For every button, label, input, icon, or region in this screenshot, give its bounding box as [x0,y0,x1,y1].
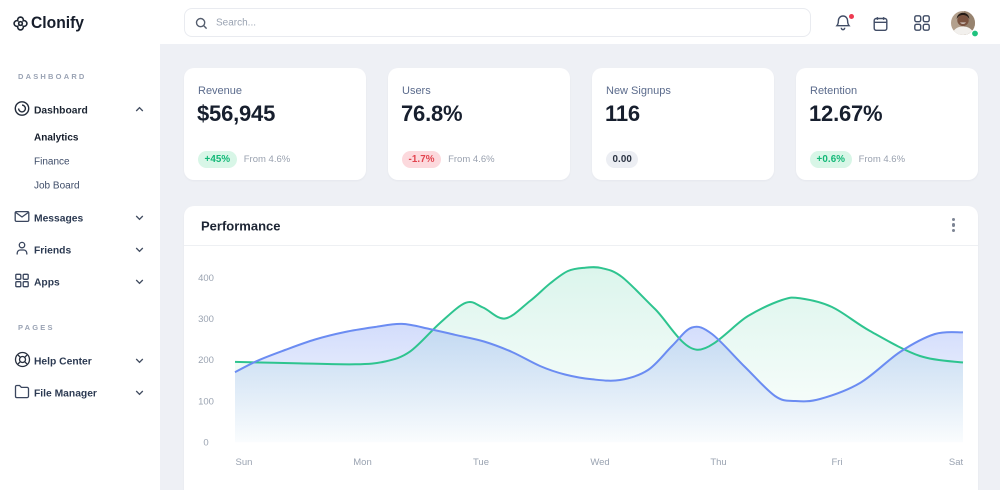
svg-text:Mon: Mon [353,457,371,468]
svg-text:400: 400 [198,273,214,284]
svg-text:200: 200 [198,355,214,366]
svg-text:Sat: Sat [949,457,964,468]
svg-text:0: 0 [203,438,208,449]
svg-text:Tue: Tue [473,457,489,468]
svg-text:Fri: Fri [831,457,842,468]
svg-text:Wed: Wed [590,457,609,468]
svg-text:300: 300 [198,314,214,325]
svg-text:100: 100 [198,396,214,407]
svg-text:Thu: Thu [710,457,726,468]
svg-text:Sun: Sun [236,457,253,468]
